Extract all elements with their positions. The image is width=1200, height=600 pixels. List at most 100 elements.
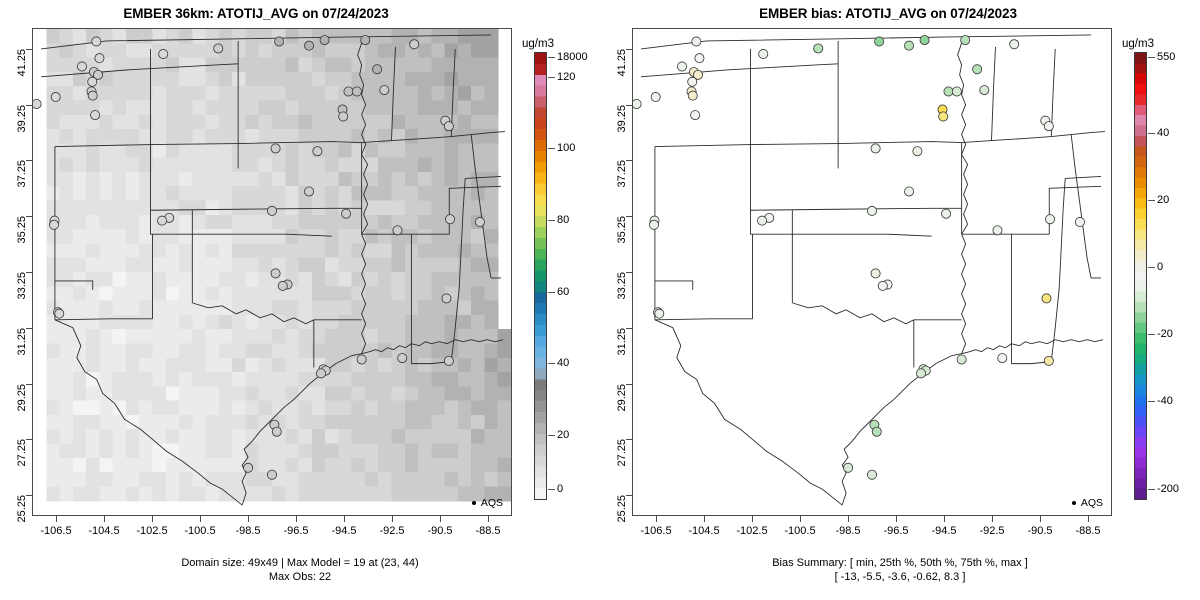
station-marker[interactable] (870, 268, 881, 279)
station-marker[interactable] (316, 368, 326, 379)
station-marker[interactable] (650, 92, 661, 103)
model-grid-cell (99, 214, 114, 230)
station-marker[interactable] (351, 86, 362, 97)
station-marker[interactable] (694, 53, 705, 64)
model-grid-cell (192, 357, 207, 373)
station-marker[interactable] (443, 121, 454, 132)
station-marker[interactable] (956, 354, 967, 365)
station-marker[interactable] (243, 462, 254, 473)
station-marker[interactable] (1074, 217, 1085, 227)
station-marker[interactable] (93, 69, 103, 80)
model-grid-cell (245, 186, 260, 202)
station-marker[interactable] (904, 40, 915, 51)
station-marker[interactable] (992, 225, 1003, 236)
station-marker[interactable] (54, 308, 65, 319)
station-marker[interactable] (757, 215, 768, 226)
station-marker[interactable] (372, 64, 383, 75)
station-marker[interactable] (338, 111, 349, 122)
station-marker[interactable] (979, 85, 990, 96)
station-marker[interactable] (867, 205, 877, 216)
station-marker[interactable] (690, 110, 701, 121)
station-marker[interactable] (951, 86, 962, 97)
colorbar-model[interactable] (534, 52, 547, 500)
station-marker[interactable] (867, 469, 877, 480)
station-marker[interactable] (919, 35, 930, 46)
station-marker[interactable] (270, 143, 281, 154)
station-marker[interactable] (274, 36, 285, 47)
station-marker[interactable] (49, 219, 60, 230)
station-marker[interactable] (997, 353, 1008, 364)
station-marker[interactable] (213, 43, 224, 54)
station-marker[interactable] (267, 205, 277, 216)
station-marker[interactable] (443, 355, 454, 366)
station-marker[interactable] (649, 219, 660, 230)
station-marker[interactable] (912, 146, 923, 157)
model-grid-cell (351, 314, 366, 330)
station-marker[interactable] (874, 36, 885, 47)
station-marker[interactable] (409, 39, 420, 50)
station-marker[interactable] (843, 462, 854, 473)
station-marker[interactable] (941, 208, 952, 219)
station-marker[interactable] (267, 469, 277, 480)
station-marker[interactable] (916, 368, 926, 379)
model-grid-cell (218, 357, 233, 373)
station-marker[interactable] (1009, 39, 1020, 50)
station-marker[interactable] (87, 90, 98, 101)
station-marker[interactable] (270, 268, 281, 279)
station-marker[interactable] (445, 214, 456, 225)
station-marker[interactable] (441, 293, 452, 304)
station-marker[interactable] (1041, 293, 1052, 304)
station-marker[interactable] (33, 99, 42, 109)
station-marker[interactable] (691, 36, 702, 47)
station-marker[interactable] (157, 215, 168, 226)
station-marker[interactable] (474, 217, 485, 227)
station-marker[interactable] (938, 111, 949, 122)
station-marker[interactable] (341, 208, 352, 219)
station-marker[interactable] (960, 35, 971, 46)
station-marker[interactable] (90, 110, 101, 121)
station-marker[interactable] (271, 426, 282, 437)
station-marker[interactable] (50, 92, 61, 103)
station-marker[interactable] (633, 99, 642, 109)
station-marker[interactable] (304, 40, 315, 51)
station-marker[interactable] (1045, 214, 1056, 225)
station-marker[interactable] (158, 49, 169, 59)
station-marker[interactable] (379, 85, 390, 96)
model-grid-cell (471, 372, 486, 387)
map-plot-model[interactable]: AQS (32, 28, 512, 516)
station-marker[interactable] (343, 86, 354, 97)
station-marker[interactable] (758, 49, 769, 59)
station-marker[interactable] (397, 353, 408, 364)
model-grid-cell (484, 243, 499, 259)
station-marker[interactable] (277, 280, 288, 291)
station-marker[interactable] (304, 186, 315, 197)
station-marker[interactable] (77, 61, 87, 72)
station-marker[interactable] (687, 90, 698, 101)
station-marker[interactable] (312, 146, 323, 157)
model-grid-cell (378, 286, 393, 302)
map-plot-bias[interactable]: AQS (632, 28, 1112, 516)
station-marker[interactable] (693, 69, 703, 80)
station-marker[interactable] (1043, 121, 1054, 132)
model-grid-cell (497, 486, 511, 502)
station-marker[interactable] (813, 43, 824, 54)
station-marker[interactable] (677, 61, 687, 72)
station-marker[interactable] (356, 354, 367, 365)
station-marker[interactable] (904, 186, 915, 197)
station-marker[interactable] (654, 308, 665, 319)
station-marker[interactable] (1043, 355, 1054, 366)
station-marker[interactable] (877, 280, 888, 291)
station-marker[interactable] (392, 225, 403, 236)
station-marker[interactable] (687, 76, 698, 87)
station-marker[interactable] (972, 64, 983, 75)
station-marker[interactable] (360, 35, 371, 46)
model-grid-cell (99, 314, 114, 330)
station-marker[interactable] (91, 36, 102, 47)
station-marker[interactable] (870, 143, 881, 154)
station-marker[interactable] (871, 426, 882, 437)
colorbar-bias[interactable] (1134, 52, 1147, 500)
station-marker[interactable] (943, 86, 954, 97)
station-marker[interactable] (94, 53, 105, 64)
station-marker[interactable] (319, 35, 330, 46)
station-marker[interactable] (87, 76, 98, 87)
